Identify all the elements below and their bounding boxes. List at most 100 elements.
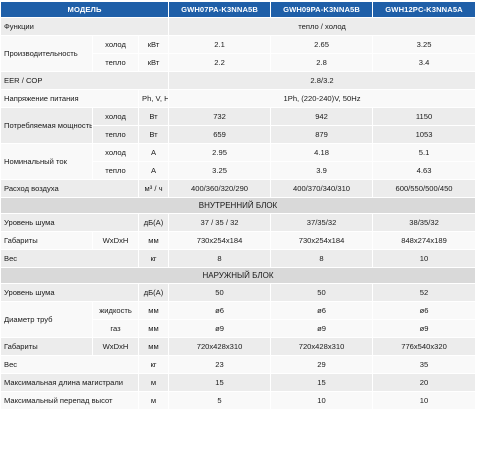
airflow-2: 400/370/340/310 bbox=[271, 180, 374, 198]
outdoor-dims-3: 776x540x320 bbox=[373, 338, 477, 356]
pipe-liquid-unit: мм bbox=[139, 302, 170, 320]
power-heat-sub: тепло bbox=[93, 126, 139, 144]
row-airflow: Расход воздуха м³ / ч 400/360/320/290 40… bbox=[1, 180, 477, 198]
outdoor-weight-1: 23 bbox=[169, 356, 272, 374]
row-pipe-liquid: Диаметр труб жидкость мм ø6 ø6 ø6 bbox=[1, 302, 477, 338]
capacity-cool-3: 3.25 bbox=[373, 36, 477, 54]
pipe-gas-2: ø9 bbox=[271, 320, 374, 338]
max-length-3: 20 bbox=[373, 374, 477, 392]
indoor-noise-3: 38/35/32 bbox=[373, 214, 477, 232]
power-label: Потребляемая мощность bbox=[1, 108, 93, 144]
current-heat-unit: А bbox=[139, 162, 170, 180]
indoor-weight-unit: кг bbox=[139, 250, 170, 268]
capacity-heat-unit: кВт bbox=[139, 54, 170, 72]
capacity-label: Производительность bbox=[1, 36, 93, 72]
row-max-length: Максимальная длина магистрали м 15 15 20 bbox=[1, 374, 477, 392]
indoor-weight-label: Вес bbox=[1, 250, 139, 268]
pipe-liquid-2: ø6 bbox=[271, 302, 374, 320]
pipe-liquid-3: ø6 bbox=[373, 302, 477, 320]
capacity-cool-1: 2.1 bbox=[169, 36, 272, 54]
row-power-heat: тепло Вт 659 879 1053 bbox=[1, 126, 477, 144]
outdoor-noise-label: Уровень шума bbox=[1, 284, 139, 302]
power-cool-2: 942 bbox=[271, 108, 374, 126]
indoor-weight-3: 10 bbox=[373, 250, 477, 268]
outdoor-noise-2: 50 bbox=[271, 284, 374, 302]
eer-value: 2.8/3.2 bbox=[169, 72, 477, 90]
outdoor-dims-1: 720x428x310 bbox=[169, 338, 272, 356]
row-indoor-weight: Вес кг 8 8 10 bbox=[1, 250, 477, 268]
power-heat-unit: Вт bbox=[139, 126, 170, 144]
indoor-weight-2: 8 bbox=[271, 250, 374, 268]
airflow-3: 600/550/500/450 bbox=[373, 180, 477, 198]
spec-table: МОДЕЛЬ GWH07PA-K3NNA5B GWH09PA-K3NNA5B G… bbox=[1, 2, 477, 410]
max-height-1: 5 bbox=[169, 392, 272, 410]
pipe-gas-sub: газ bbox=[93, 320, 139, 338]
voltage-value: 1Ph, (220-240)V, 50Hz bbox=[169, 90, 477, 108]
max-length-1: 15 bbox=[169, 374, 272, 392]
indoor-title: ВНУТРЕННИЙ БЛОК bbox=[1, 198, 477, 214]
pipe-gas-1: ø9 bbox=[169, 320, 272, 338]
pipe-liquid-sub: жидкость bbox=[93, 302, 139, 320]
pipe-gas-unit: мм bbox=[139, 320, 170, 338]
indoor-dims-label: Габариты bbox=[1, 232, 93, 250]
power-cool-sub: холод bbox=[93, 108, 139, 126]
max-length-unit: м bbox=[139, 374, 170, 392]
row-indoor-dims: Габариты WxDxH мм 730x254x184 730x254x18… bbox=[1, 232, 477, 250]
row-capacity-cool: Производительность холод кВт 2.1 2.65 3.… bbox=[1, 36, 477, 72]
current-cool-sub: холод bbox=[93, 144, 139, 162]
row-capacity-heat: тепло кВт 2.2 2.8 3.4 bbox=[1, 54, 477, 72]
capacity-heat-3: 3.4 bbox=[373, 54, 477, 72]
row-current-heat: тепло А 3.25 3.9 4.63 bbox=[1, 162, 477, 180]
indoor-noise-label: Уровень шума bbox=[1, 214, 139, 232]
row-power-cool: Потребляемая мощность холод Вт 732 942 1… bbox=[1, 108, 477, 144]
section-indoor: ВНУТРЕННИЙ БЛОК bbox=[1, 198, 477, 214]
row-max-height: Максимальный перепад высот м 5 10 10 bbox=[1, 392, 477, 410]
current-cool-3: 5.1 bbox=[373, 144, 477, 162]
pipe-gas-3: ø9 bbox=[373, 320, 477, 338]
capacity-heat-2: 2.8 bbox=[271, 54, 374, 72]
model-2: GWH09PA-K3NNA5B bbox=[271, 2, 374, 18]
header-row: МОДЕЛЬ GWH07PA-K3NNA5B GWH09PA-K3NNA5B G… bbox=[1, 2, 477, 18]
capacity-heat-1: 2.2 bbox=[169, 54, 272, 72]
voltage-label: Напряжение питания bbox=[1, 90, 139, 108]
current-heat-2: 3.9 bbox=[271, 162, 374, 180]
indoor-dims-1: 730x254x184 bbox=[169, 232, 272, 250]
capacity-cool-unit: кВт bbox=[139, 36, 170, 54]
outdoor-noise-1: 50 bbox=[169, 284, 272, 302]
capacity-cool-2: 2.65 bbox=[271, 36, 374, 54]
outdoor-noise-unit: дБ(А) bbox=[139, 284, 170, 302]
row-current-cool: Номинальный ток холод А 2.95 4.18 5.1 bbox=[1, 144, 477, 180]
row-voltage: Напряжение питания Ph, V, Hz 1Ph, (220-2… bbox=[1, 90, 477, 108]
pipe-liquid-1: ø6 bbox=[169, 302, 272, 320]
max-height-3: 10 bbox=[373, 392, 477, 410]
max-length-2: 15 bbox=[271, 374, 374, 392]
indoor-dims-unit: мм bbox=[139, 232, 170, 250]
outdoor-dims-sub: WxDxH bbox=[93, 338, 139, 356]
indoor-noise-unit: дБ(А) bbox=[139, 214, 170, 232]
row-indoor-noise: Уровень шума дБ(А) 37 / 35 / 32 37/35/32… bbox=[1, 214, 477, 232]
outdoor-dims-2: 720x428x310 bbox=[271, 338, 374, 356]
row-functions: Функции тепло / холод bbox=[1, 18, 477, 36]
max-length-label: Максимальная длина магистрали bbox=[1, 374, 139, 392]
row-pipe-gas: газ мм ø9 ø9 ø9 bbox=[1, 320, 477, 338]
airflow-unit: м³ / ч bbox=[139, 180, 170, 198]
indoor-dims-2: 730x254x184 bbox=[271, 232, 374, 250]
current-heat-3: 4.63 bbox=[373, 162, 477, 180]
row-eer: EER / COP 2.8/3.2 bbox=[1, 72, 477, 90]
outdoor-weight-label: Вес bbox=[1, 356, 139, 374]
current-heat-sub: тепло bbox=[93, 162, 139, 180]
current-label: Номинальный ток bbox=[1, 144, 93, 180]
row-outdoor-dims: Габариты WxDxH мм 720x428x310 720x428x31… bbox=[1, 338, 477, 356]
model-label: МОДЕЛЬ bbox=[1, 2, 170, 18]
voltage-unit: Ph, V, Hz bbox=[139, 90, 170, 108]
current-cool-2: 4.18 bbox=[271, 144, 374, 162]
section-outdoor: НАРУЖНЫЙ БЛОК bbox=[1, 268, 477, 284]
outdoor-weight-2: 29 bbox=[271, 356, 374, 374]
row-outdoor-weight: Вес кг 23 29 35 bbox=[1, 356, 477, 374]
model-1: GWH07PA-K3NNA5B bbox=[169, 2, 272, 18]
max-height-unit: м bbox=[139, 392, 170, 410]
outdoor-dims-label: Габариты bbox=[1, 338, 93, 356]
model-3: GWH12PC-K3NNA5A bbox=[373, 2, 477, 18]
power-heat-2: 879 bbox=[271, 126, 374, 144]
capacity-heat-sub: тепло bbox=[93, 54, 139, 72]
